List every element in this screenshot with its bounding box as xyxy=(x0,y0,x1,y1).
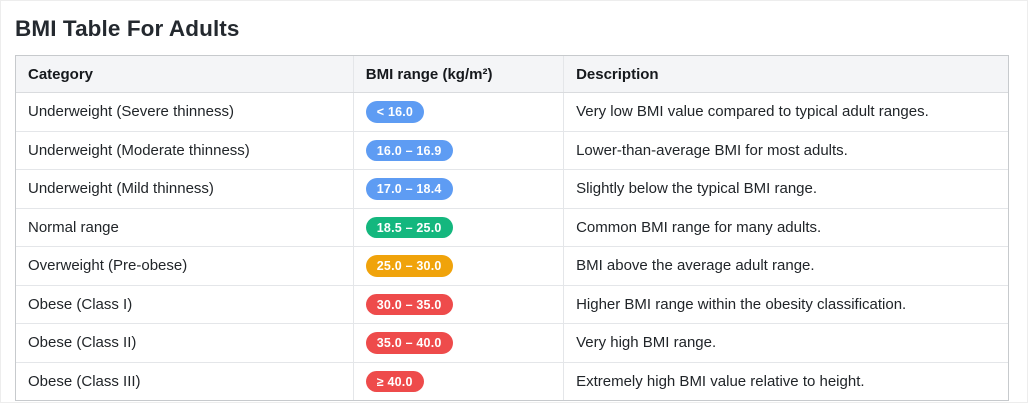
bmi-range-badge: 17.0 – 18.4 xyxy=(365,178,453,200)
bmi-range-badge: 18.5 – 25.0 xyxy=(365,216,453,238)
bmi-range-cell: 18.5 – 25.0 xyxy=(352,207,565,247)
category-cell: Underweight (Mild thinness) xyxy=(16,169,354,209)
column-header-category: Category xyxy=(16,56,354,93)
table-row: Underweight (Mild thinness) 17.0 – 18.4 Sl… xyxy=(16,169,1008,209)
description-cell: Slightly below the typical BMI range. xyxy=(563,169,1008,209)
bmi-range-cell: 16.0 – 16.9 xyxy=(352,130,565,170)
bmi-range-badge: ≥ 40.0 xyxy=(365,370,424,392)
bmi-table: Category BMI range (kg/m²) Description U… xyxy=(16,56,1008,400)
description-cell: Very low BMI value compared to typical a… xyxy=(563,92,1008,132)
description-cell: Very high BMI range. xyxy=(563,323,1008,363)
table-row: Obese (Class III) ≥ 40.0 Extremely high BM… xyxy=(16,361,1008,400)
table-row: Obese (Class II) 35.0 – 40.0 Very high BMI… xyxy=(16,323,1008,363)
bmi-range-cell: 30.0 – 35.0 xyxy=(352,284,565,324)
table-row: Underweight (Moderate thinness) 16.0 – 16… xyxy=(16,130,1008,170)
bmi-range-cell: 25.0 – 30.0 xyxy=(352,246,565,286)
description-cell: Extremely high BMI value relative to hei… xyxy=(563,361,1008,400)
bmi-range-badge: 30.0 – 35.0 xyxy=(365,293,453,315)
bmi-range-cell: ≥ 40.0 xyxy=(352,361,565,400)
description-cell: BMI above the average adult range. xyxy=(563,246,1008,286)
category-cell: Overweight (Pre-obese) xyxy=(16,246,354,286)
column-header-bmi-range: BMI range (kg/m²) xyxy=(352,56,565,93)
table-header: Category BMI range (kg/m²) Description xyxy=(16,56,1008,93)
bmi-table-container: Category BMI range (kg/m²) Description U… xyxy=(15,55,1009,401)
column-header-description: Description xyxy=(563,56,1008,93)
table-row: Overweight (Pre-obese) 25.0 – 30.0 BMI abo… xyxy=(16,246,1008,286)
category-cell: Obese (Class III) xyxy=(16,361,354,400)
table-row: Obese (Class I) 30.0 – 35.0 Higher BMI ran… xyxy=(16,284,1008,324)
description-cell: Higher BMI range within the obesity clas… xyxy=(563,284,1008,324)
bmi-range-cell: < 16.0 xyxy=(352,92,565,132)
description-cell: Common BMI range for many adults. xyxy=(563,207,1008,247)
bmi-range-badge: 16.0 – 16.9 xyxy=(365,139,453,161)
description-cell: Lower-than-average BMI for most adults. xyxy=(563,130,1008,170)
category-cell: Normal range xyxy=(16,207,354,247)
bmi-range-cell: 17.0 – 18.4 xyxy=(352,169,565,209)
bmi-range-badge: 25.0 – 30.0 xyxy=(365,255,453,277)
header-row: Category BMI range (kg/m²) Description xyxy=(16,56,1008,93)
table-body: Underweight (Severe thinness) < 16.0 Very … xyxy=(16,92,1008,400)
bmi-range-cell: 35.0 – 40.0 xyxy=(352,323,565,363)
bmi-range-badge: < 16.0 xyxy=(365,101,425,123)
category-cell: Underweight (Moderate thinness) xyxy=(16,130,354,170)
table-row: Underweight (Severe thinness) < 16.0 Very … xyxy=(16,92,1008,132)
bmi-range-badge: 35.0 – 40.0 xyxy=(365,332,453,354)
page-title: BMI Table For Adults xyxy=(15,16,240,41)
category-cell: Underweight (Severe thinness) xyxy=(16,92,354,132)
category-cell: Obese (Class II) xyxy=(16,323,354,363)
category-cell: Obese (Class I) xyxy=(16,284,354,324)
table-row: Normal range 18.5 – 25.0 Common BMI range … xyxy=(16,207,1008,247)
